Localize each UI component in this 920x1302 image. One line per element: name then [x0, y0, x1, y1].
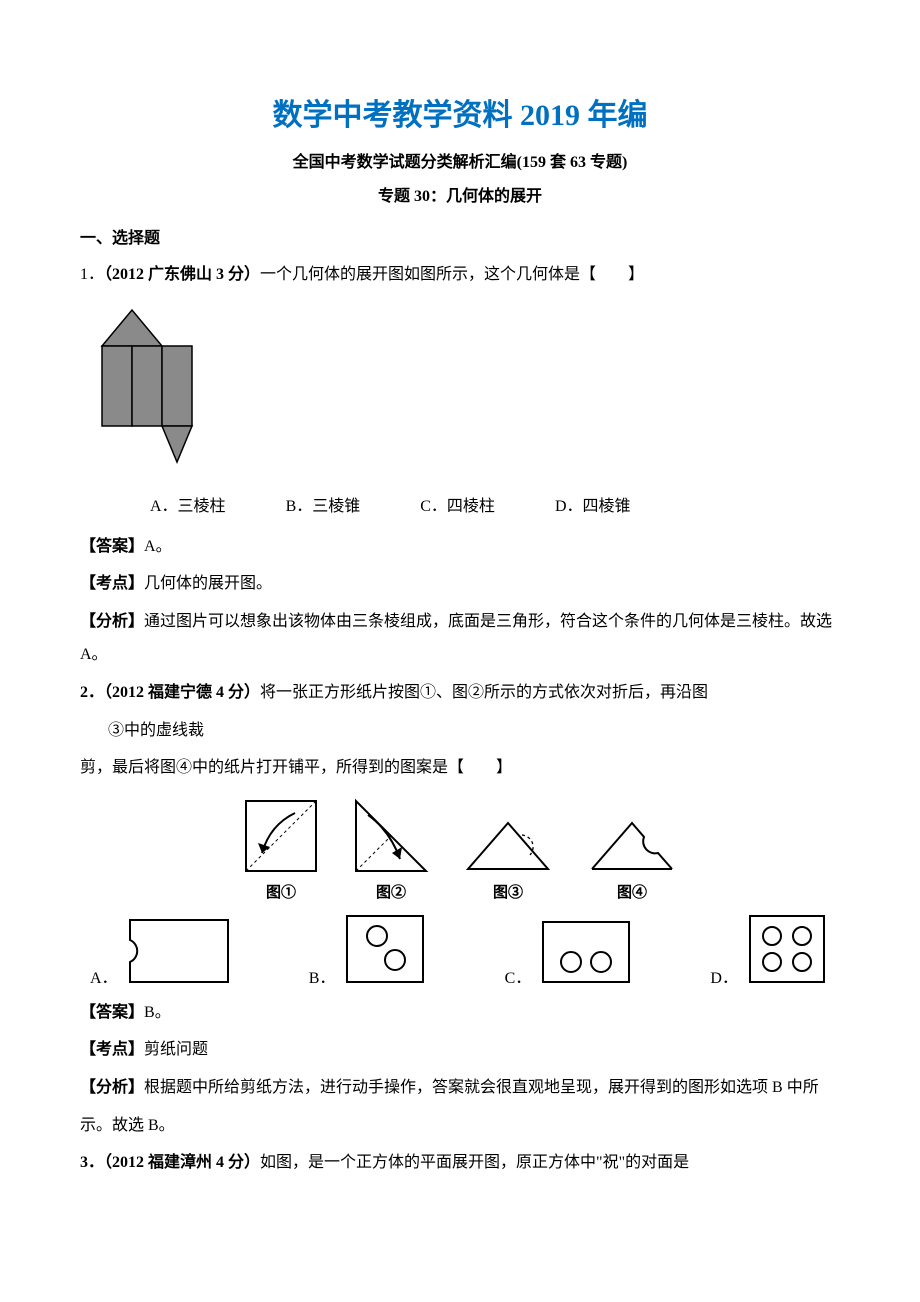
q2-opt-a: A．: [90, 914, 234, 988]
fold-3-label: 图③: [460, 881, 556, 902]
q2-kaodian-val: 剪纸问题: [144, 1041, 208, 1058]
q1-kaodian-val: 几何体的展开图。: [144, 575, 272, 592]
q2-text1: 将一张正方形纸片按图①、图②所示的方式依次对折后，再沿图: [260, 684, 708, 701]
q1-prefix: 1．: [80, 266, 104, 283]
q1-options: A．三棱柱 B．三棱锥 C．四棱柱 D．四棱锥: [80, 492, 840, 516]
q2-answer-val: B。: [144, 1004, 171, 1021]
q2-opt-b-letter: B．: [309, 964, 336, 988]
q3-prefix: 3．: [80, 1154, 104, 1171]
q1-text: 一个几何体的展开图如图所示，这个几何体是【 】: [260, 266, 644, 283]
q2-stem-1: 2．（2012 福建宁德 4 分）将一张正方形纸片按图①、图②所示的方式依次对折…: [80, 676, 840, 710]
q2-prefix: 2．: [80, 684, 104, 701]
q2-stem-3: 剪，最后将图④中的纸片打开铺平，所得到的图案是【 】: [80, 751, 840, 785]
main-title: 数学中考教学资料 2019 年编: [80, 90, 840, 134]
q3-stem: 3．（2012 福建漳州 4 分）如图，是一个正方体的平面展开图，原正方体中"祝…: [80, 1146, 840, 1180]
q2-source: （2012 福建宁德 4 分）: [104, 684, 260, 701]
q2-stem-2: ③中的虚线裁: [80, 714, 840, 748]
q3-text: 如图，是一个正方体的平面展开图，原正方体中"祝"的对面是: [260, 1154, 689, 1171]
section-header: 一、选择题: [80, 224, 840, 248]
q2-fold-figures: 图① 图② 图③ 图④: [80, 795, 840, 902]
q2-fenxi-1: 【分析】根据题中所给剪纸方法，进行动手操作，答案就会很直观地呈现，展开得到的图形…: [80, 1071, 840, 1105]
q1-fenxi-val: 通过图片可以想象出该物体由三条棱组成，底面是三角形，符合这个条件的几何体是三棱柱…: [80, 613, 832, 664]
q1-fenxi-label: 【分析】: [80, 613, 144, 630]
fold-4-label: 图④: [584, 881, 680, 902]
fold-4: 图④: [584, 811, 680, 902]
q2-opt-b: B．: [309, 910, 430, 988]
fold-1-label: 图①: [240, 881, 322, 902]
q2-opt-d: D．: [710, 910, 830, 988]
fold-3: 图③: [460, 811, 556, 902]
q2-options: A． B． C． D．: [80, 910, 840, 988]
q1-fenxi: 【分析】通过图片可以想象出该物体由三条棱组成，底面是三角形，符合这个条件的几何体…: [80, 605, 840, 672]
topic-title: 专题 30：几何体的展开: [80, 182, 840, 206]
q2-fenxi-2: 示。故选 B。: [80, 1109, 840, 1143]
q1-opt-b: B．三棱锥: [286, 492, 361, 516]
q1-stem: 1．（2012 广东佛山 3 分）一个几何体的展开图如图所示，这个几何体是【 】: [80, 258, 840, 292]
q2-opt-c-letter: C．: [505, 964, 532, 988]
q1-answer: 【答案】A。: [80, 530, 840, 564]
q2-opt-a-letter: A．: [90, 964, 118, 988]
q1-answer-label: 【答案】: [80, 538, 144, 555]
q2-fenxi-val1: 根据题中所给剪纸方法，进行动手操作，答案就会很直观地呈现，展开得到的图形如选项 …: [144, 1079, 819, 1096]
q3-source: （2012 福建漳州 4 分）: [104, 1154, 260, 1171]
q2-answer-label: 【答案】: [80, 1004, 144, 1021]
q1-opt-a: A．三棱柱: [150, 492, 226, 516]
q1-answer-val: A。: [144, 538, 172, 555]
q2-answer: 【答案】B。: [80, 996, 840, 1030]
q2-fenxi-label: 【分析】: [80, 1079, 144, 1096]
subtitle: 全国中考数学试题分类解析汇编(159 套 63 专题): [80, 148, 840, 172]
q2-kaodian-label: 【考点】: [80, 1041, 144, 1058]
q1-opt-d: D．四棱锥: [555, 492, 631, 516]
q1-source: （2012 广东佛山 3 分）: [104, 266, 260, 283]
fold-2: 图②: [350, 795, 432, 902]
q2-opt-d-letter: D．: [710, 964, 738, 988]
q1-opt-c: C．四棱柱: [420, 492, 495, 516]
fold-1: 图①: [240, 795, 322, 902]
q2-opt-c: C．: [505, 916, 636, 988]
q1-kaodian-label: 【考点】: [80, 575, 144, 592]
fold-2-label: 图②: [350, 881, 432, 902]
q1-kaodian: 【考点】几何体的展开图。: [80, 567, 840, 601]
q2-kaodian: 【考点】剪纸问题: [80, 1033, 840, 1067]
q1-figure: [80, 304, 840, 474]
